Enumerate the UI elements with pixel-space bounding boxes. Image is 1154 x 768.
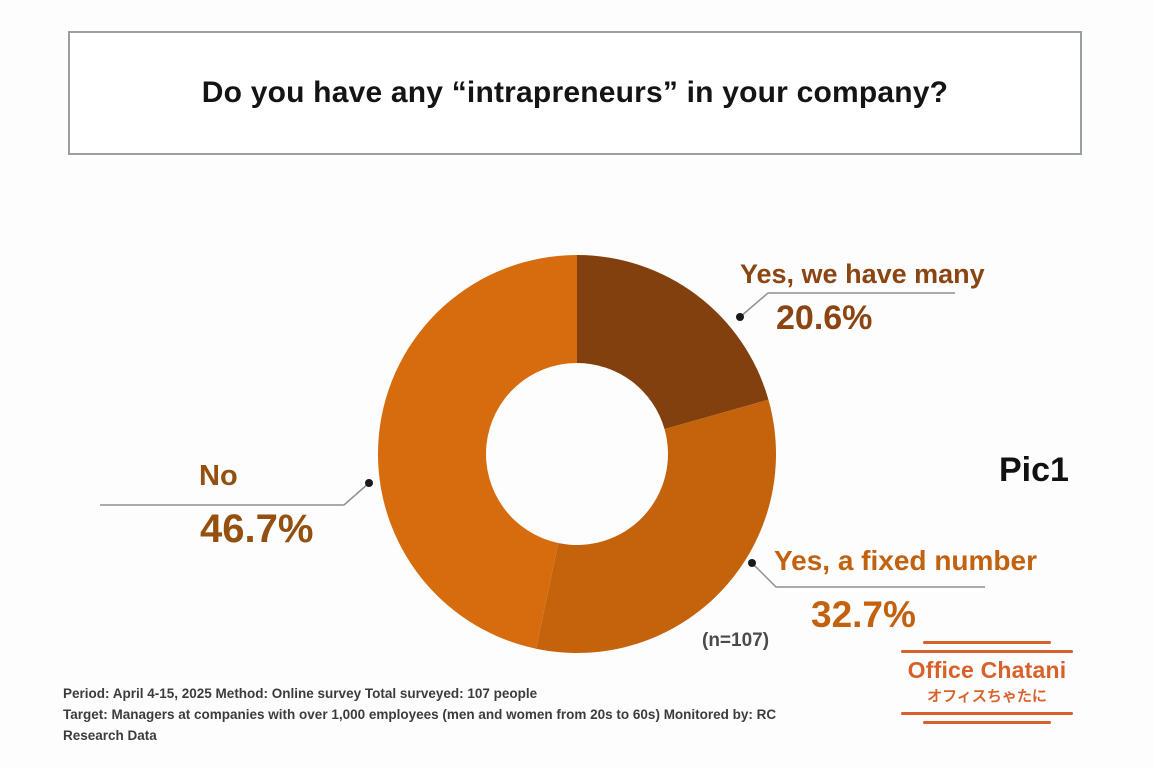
logo-subtitle: オフィスちゃたに: [927, 688, 1047, 705]
pie-segment-yes-many: [577, 255, 769, 430]
title-box: Do you have any “intrapreneurs” in your …: [68, 31, 1082, 155]
survey-details: Period: April 4-15, 2025 Method: Online …: [63, 683, 776, 746]
logo-rule-bottom-long: [901, 712, 1073, 715]
segment-label-yes-fixed: Yes, a fixed number: [774, 545, 1037, 576]
leader-line-yes-many: [739, 292, 955, 318]
pie-segment-no: [377, 255, 577, 649]
survey-details-line: Research Data: [63, 728, 157, 743]
leader-line-no: [100, 482, 370, 506]
leader-line-yes-fixed: [751, 562, 985, 588]
segment-value-no: 46.7%: [200, 507, 314, 551]
logo-rule-top-short: [923, 641, 1051, 644]
segment-value-yes-fixed: 32.7%: [811, 594, 916, 635]
segment-label-yes-many: Yes, we have many: [740, 259, 985, 289]
sample-size-note: (n=107): [702, 630, 770, 651]
pie-segment-yes-fixed: [536, 399, 776, 654]
company-logo: Office Chatani オフィスちゃたに: [901, 641, 1073, 724]
page-title: Do you have any “intrapreneurs” in your …: [201, 76, 949, 109]
survey-details-line: Period: April 4-15, 2025 Method: Online …: [63, 686, 538, 701]
logo-rule-bottom-short: [923, 721, 1051, 724]
segment-value-yes-many: 20.6%: [776, 299, 873, 337]
leader-dot-yes-fixed: [748, 559, 756, 567]
figure-label: Pic1: [999, 451, 1069, 489]
leader-dot-yes-many: [736, 313, 744, 321]
leader-dot-no: [365, 479, 373, 487]
logo-name: Office Chatani: [907, 657, 1067, 683]
survey-details-line: Target: Managers at companies with over …: [63, 707, 777, 722]
logo-rule-top-long: [901, 650, 1073, 653]
segment-label-no: No: [199, 460, 238, 492]
